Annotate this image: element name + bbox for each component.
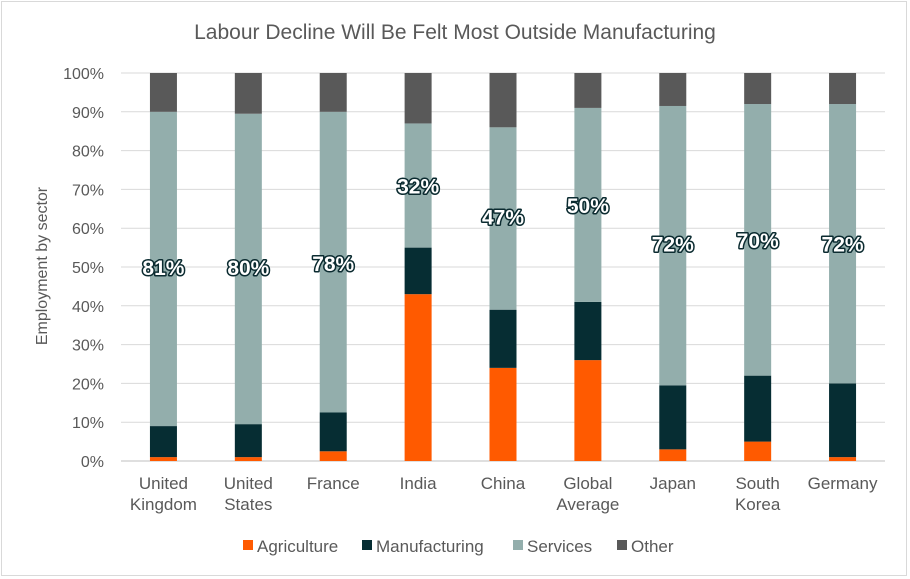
bar-services-germany — [829, 104, 857, 384]
bar-agriculture-united-kingdom — [149, 457, 177, 461]
x-category-label: Global Average — [556, 474, 619, 514]
legend-swatch-other — [617, 540, 627, 550]
legend-label-agriculture: Agriculture — [257, 537, 338, 556]
services-data-label: 50% — [567, 195, 609, 218]
services-data-label: 70% — [737, 230, 779, 253]
bar-manufacturing-china — [489, 309, 517, 368]
bar-services-france — [319, 111, 347, 413]
y-tick-label: 40% — [72, 299, 104, 316]
legend-swatch-manufacturing — [362, 540, 372, 550]
bar-other-germany — [829, 73, 857, 105]
bar-manufacturing-germany — [829, 383, 857, 458]
bar-manufacturing-france — [319, 412, 347, 452]
bar-services-united-states — [234, 113, 262, 425]
x-category-label: India — [400, 474, 437, 493]
services-data-label: 32% — [397, 176, 439, 199]
bar-other-united-kingdom — [149, 73, 177, 112]
bar-agriculture-japan — [659, 449, 687, 461]
bar-agriculture-south-korea — [744, 441, 772, 461]
x-category-label: South Korea — [735, 474, 781, 514]
bar-other-global-average — [574, 73, 602, 108]
legend-swatch-services — [513, 540, 523, 550]
chart-title: Labour Decline Will Be Felt Most Outside… — [194, 21, 716, 44]
y-tick-label: 60% — [72, 221, 104, 238]
bar-agriculture-germany — [829, 457, 857, 461]
bar-manufacturing-india — [404, 247, 432, 295]
bar-other-united-states — [234, 73, 262, 114]
x-category-label: Germany — [808, 474, 878, 493]
x-category-label: France — [307, 474, 360, 493]
bar-agriculture-china — [489, 367, 517, 461]
legend-label-services: Services — [527, 537, 592, 556]
bar-other-india — [404, 73, 432, 124]
x-category-label: United Kingdom — [130, 474, 197, 514]
x-category-label: China — [481, 474, 526, 493]
y-axis-label: Employment by sector — [34, 186, 51, 345]
bar-services-united-kingdom — [149, 111, 177, 427]
bar-manufacturing-united-kingdom — [149, 426, 177, 458]
bar-services-south-korea — [744, 104, 772, 376]
y-tick-label: 0% — [81, 454, 104, 471]
legend-label-other: Other — [631, 537, 674, 556]
services-data-label: 72% — [652, 234, 694, 257]
bar-services-global-average — [574, 107, 602, 302]
bar-other-japan — [659, 73, 687, 106]
bar-other-south-korea — [744, 73, 772, 105]
bar-agriculture-united-states — [234, 457, 262, 461]
bar-other-china — [489, 73, 517, 128]
y-tick-label: 90% — [72, 105, 104, 122]
bar-services-china — [489, 127, 517, 310]
y-tick-label: 70% — [72, 182, 104, 199]
legend-label-manufacturing: Manufacturing — [376, 537, 484, 556]
bar-agriculture-india — [404, 294, 432, 461]
bar-manufacturing-south-korea — [744, 375, 772, 442]
bar-manufacturing-japan — [659, 385, 687, 450]
legend-swatch-agriculture — [243, 540, 253, 550]
bar-manufacturing-global-average — [574, 301, 602, 361]
y-tick-label: 30% — [72, 338, 104, 355]
bar-other-france — [319, 73, 347, 112]
services-data-label: 47% — [482, 207, 524, 230]
bar-agriculture-global-average — [574, 360, 602, 461]
bar-manufacturing-united-states — [234, 424, 262, 458]
x-category-label: United States — [224, 474, 273, 514]
bar-services-japan — [659, 105, 687, 386]
services-data-label: 81% — [142, 257, 184, 280]
y-tick-label: 100% — [63, 66, 104, 83]
x-axis-categories: United Kingdom United States France India Chin… — [130, 474, 878, 514]
y-tick-label: 20% — [72, 376, 104, 393]
services-data-label: 80% — [227, 257, 269, 280]
data-labels: 81% 80% 78% 32% 47% 50% 72% 70% 72% — [141, 174, 865, 281]
bar-services-india — [404, 123, 432, 248]
y-tick-label: 50% — [72, 260, 104, 277]
y-axis-ticks: 0% 10% 20% 30% 40% 50% 60% 70% 80% 90% 100% — [63, 66, 104, 471]
bar-series — [149, 73, 857, 461]
y-tick-label: 80% — [72, 144, 104, 161]
y-tick-label: 10% — [72, 415, 104, 432]
x-category-label: Japan — [650, 474, 696, 493]
services-data-label: 72% — [822, 234, 864, 257]
legend: Agriculture Manufacturing Services Other — [243, 537, 674, 556]
services-data-label: 78% — [312, 253, 354, 276]
bar-agriculture-france — [319, 451, 347, 461]
